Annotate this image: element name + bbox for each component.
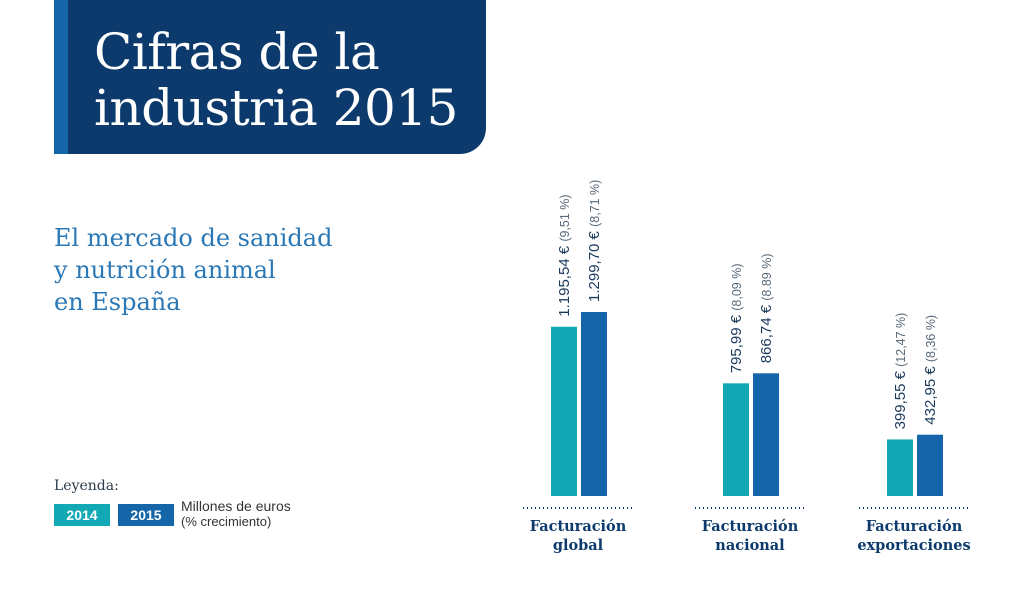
subtitle: El mercado de sanidad y nutrición animal… (54, 222, 414, 318)
category-label-2-1: exportaciones (857, 537, 970, 554)
legend-2015: 2015 (118, 504, 174, 526)
data-label-value: 795,99 € (728, 311, 745, 374)
legend-unit-line1: Millones de euros (181, 498, 291, 514)
bar-2014-1 (723, 383, 749, 496)
legend-unit-note: Millones de euros (% crecimiento) (181, 498, 291, 530)
category-label-2-0: Facturación (866, 518, 963, 535)
legend-2014: 2014 (54, 504, 110, 526)
page-title: Cifras de la industria 2015 (94, 24, 474, 136)
category-label-1-1: nacional (715, 537, 785, 554)
data-label-pct: (8,36 %) (924, 315, 938, 362)
page-title-line2: industria 2015 (94, 79, 459, 137)
category-label-1-0: Facturación (702, 518, 799, 535)
bar-2015-2 (917, 434, 943, 496)
header-banner (54, 0, 486, 154)
data-label-2014-1: 795,99 € (8,09 %) (728, 263, 745, 373)
data-label-value: 432,95 € (922, 362, 939, 425)
data-label-value: 1.299,70 € (586, 227, 603, 302)
legend-title: Leyenda: (54, 478, 119, 494)
bar-2015-1 (753, 373, 779, 496)
data-label-pct: (8,71 %) (588, 180, 602, 227)
data-label-2015-2: 432,95 € (8,36 %) (922, 315, 939, 425)
data-label-value: 399,55 € (892, 367, 909, 430)
subtitle-line3: en España (54, 288, 181, 316)
data-label-2015-1: 866,74 € (8.89 %) (758, 253, 775, 363)
data-label-pct: (8,09 %) (730, 263, 744, 310)
data-label-2014-0: 1.195,54 € (9,51 %) (556, 194, 573, 316)
category-label-0-1: global (553, 537, 604, 554)
page-title-line1: Cifras de la (94, 23, 380, 81)
data-label-pct: (12,47 %) (894, 313, 908, 367)
category-label-0-0: Facturación (530, 518, 627, 535)
subtitle-line1: El mercado de sanidad (54, 224, 333, 252)
data-label-pct: (9,51 %) (558, 194, 572, 241)
data-label-pct: (8.89 %) (760, 253, 774, 300)
data-label-value: 1.195,54 € (556, 242, 573, 317)
bar-2014-2 (887, 439, 913, 496)
data-label-2015-0: 1.299,70 € (8,71 %) (586, 180, 603, 302)
bar-2015-0 (581, 312, 607, 496)
bar-2014-0 (551, 326, 577, 496)
data-label-value: 866,74 € (758, 301, 775, 364)
header-accent-stripe (54, 0, 68, 154)
subtitle-line2: y nutrición animal (54, 256, 276, 284)
legend-unit-line2: (% crecimiento) (181, 514, 272, 529)
data-label-2014-2: 399,55 € (12,47 %) (892, 313, 909, 430)
